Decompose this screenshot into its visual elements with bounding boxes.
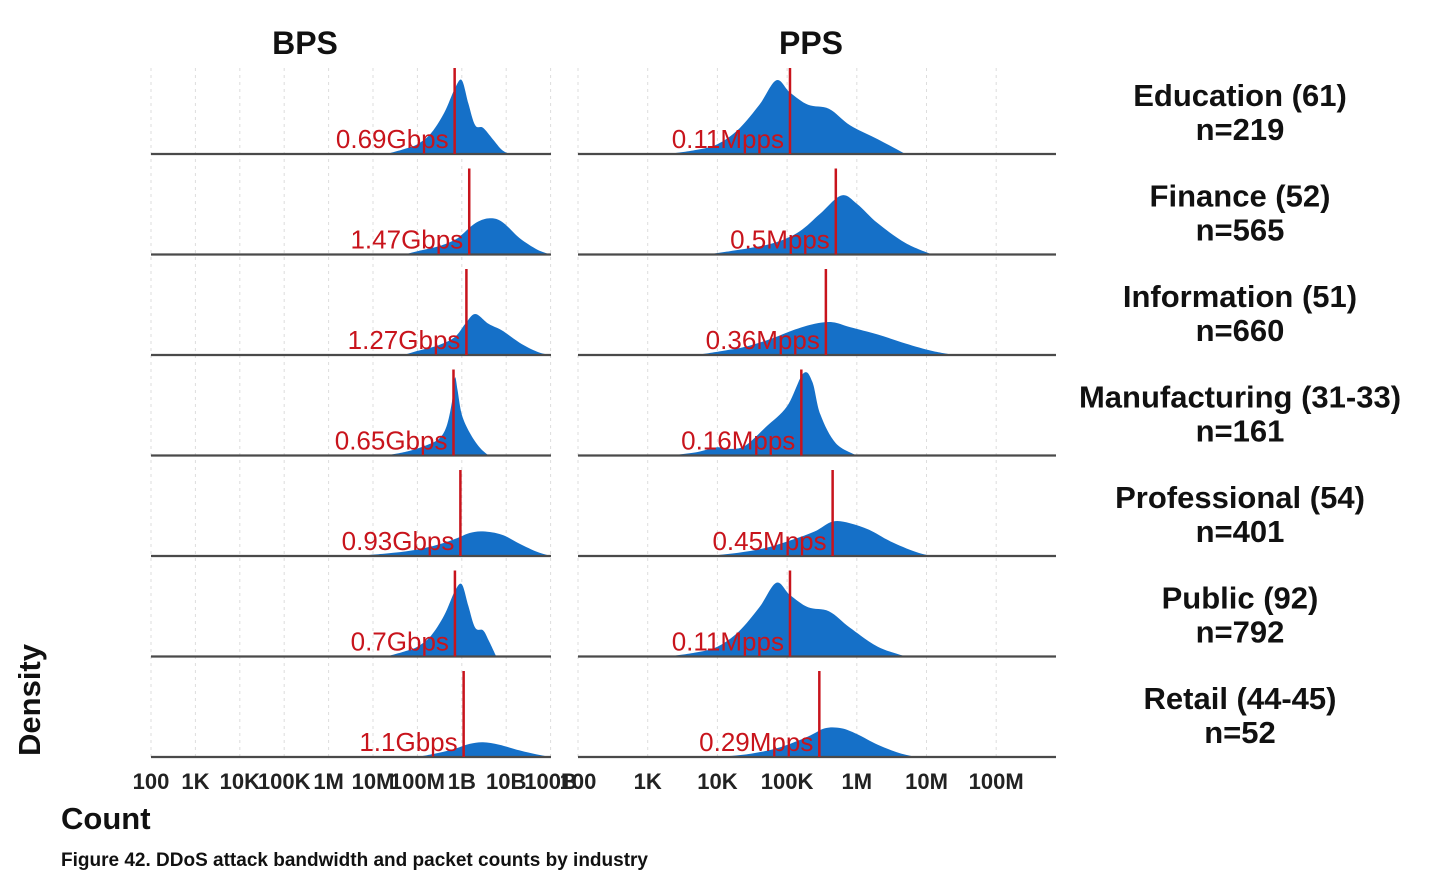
density-area-pps-row-3	[668, 372, 857, 456]
median-label-bps-row-3: 0.65Gbps	[335, 426, 448, 456]
density-area-bps-row-2	[404, 314, 551, 355]
density-area-bps-row-0	[386, 79, 510, 154]
row-label-count-4: n=401	[1196, 514, 1285, 549]
row-label-count-6: n=52	[1204, 715, 1276, 750]
median-label-bps-row-4: 0.93Gbps	[342, 526, 455, 556]
row-label-industry-3: Manufacturing (31-33)	[1079, 380, 1401, 415]
median-label-bps-row-1: 1.47Gbps	[350, 225, 463, 255]
tick-label-pps-100K: 100K	[761, 769, 814, 794]
tick-label-bps-10K: 10K	[220, 769, 260, 794]
median-label-bps-row-5: 0.7Gbps	[351, 627, 449, 657]
row-label-industry-1: Finance (52)	[1150, 179, 1331, 214]
median-label-pps-row-0: 0.11Mpps	[672, 124, 784, 154]
row-label-industry-6: Retail (44-45)	[1144, 681, 1337, 716]
density-area-pps-row-1	[706, 195, 932, 255]
row-label-industry-4: Professional (54)	[1115, 480, 1365, 515]
row-label-count-2: n=660	[1196, 313, 1285, 348]
median-label-pps-row-2: 0.36Mpps	[706, 325, 820, 355]
row-label-industry-5: Public (92)	[1162, 581, 1319, 616]
density-area-bps-row-1	[404, 218, 551, 255]
figure-caption: Figure 42. DDoS attack bandwidth and pac…	[61, 850, 648, 871]
median-label-bps-row-0: 0.69Gbps	[336, 124, 449, 154]
density-area-layer	[355, 79, 955, 757]
density-area-bps-row-3	[386, 377, 489, 456]
row-label-industry-0: Education (61)	[1133, 78, 1347, 113]
median-line-layer	[151, 68, 1056, 759]
tick-label-bps-10B: 10B	[486, 769, 526, 794]
density-area-pps-row-0	[668, 79, 906, 154]
tick-label-bps-100B: 100B	[524, 769, 577, 794]
tick-label-bps-1K: 1K	[181, 769, 209, 794]
panel-title-pps: PPS	[779, 25, 843, 61]
tick-label-pps-100M: 100M	[969, 769, 1024, 794]
median-label-bps-row-2: 1.27Gbps	[348, 325, 461, 355]
median-label-pps-row-6: 0.29Mpps	[699, 727, 813, 757]
density-area-bps-row-6	[417, 742, 551, 757]
median-label-pps-row-5: 0.11Mpps	[672, 627, 784, 657]
tick-label-pps-100: 100	[560, 769, 597, 794]
tick-label-bps-10M: 10M	[352, 769, 395, 794]
density-area-bps-row-4	[355, 531, 551, 556]
density-area-pps-row-4	[706, 521, 932, 556]
tick-label-bps-1M: 1M	[313, 769, 344, 794]
tick-label-bps-100: 100	[133, 769, 170, 794]
median-label-bps-row-6: 1.1Gbps	[359, 727, 457, 757]
y-axis-title: Density	[12, 643, 47, 756]
density-area-pps-row-6	[717, 727, 916, 757]
panel-title-bps: BPS	[272, 25, 338, 61]
tick-label-bps-100K: 100K	[258, 769, 311, 794]
row-label-count-5: n=792	[1196, 615, 1285, 650]
tick-label-bps-100M: 100M	[390, 769, 445, 794]
row-label-industry-2: Information (51)	[1123, 279, 1357, 314]
tick-label-pps-1K: 1K	[634, 769, 662, 794]
median-label-pps-row-1: 0.5Mpps	[730, 225, 830, 255]
density-area-pps-row-5	[668, 582, 906, 657]
row-label-count-3: n=161	[1196, 414, 1285, 449]
density-area-bps-row-5	[386, 583, 497, 657]
row-label-count-0: n=219	[1196, 112, 1285, 147]
tick-label-bps-1B: 1B	[448, 769, 476, 794]
median-label-pps-row-4: 0.45Mpps	[712, 526, 826, 556]
tick-label-pps-10M: 10M	[905, 769, 948, 794]
tick-label-pps-10K: 10K	[697, 769, 737, 794]
row-label-count-1: n=565	[1196, 213, 1285, 248]
median-label-pps-row-3: 0.16Mpps	[681, 426, 795, 456]
x-axis-title: Count	[61, 801, 151, 836]
tick-label-pps-1M: 1M	[842, 769, 873, 794]
